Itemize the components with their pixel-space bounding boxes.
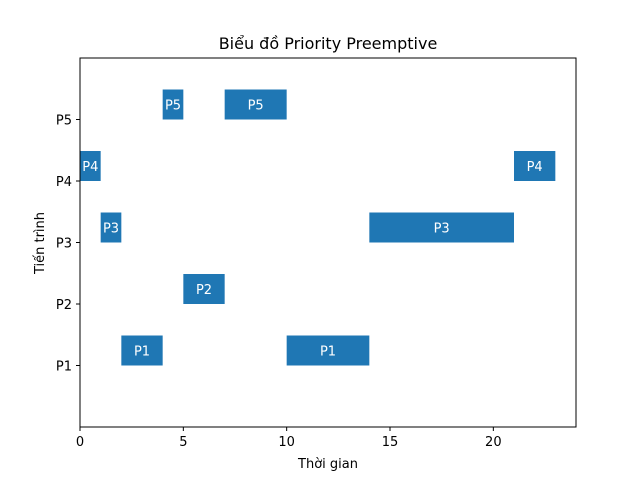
bar-label-p5-7: P5 xyxy=(165,99,181,114)
y-tick-label: P4 xyxy=(56,175,72,190)
gantt-bar-p1-1 xyxy=(286,335,370,366)
gantt-bar-p1-0 xyxy=(121,335,163,366)
y-tick-label: P5 xyxy=(56,114,72,129)
x-ticks: 0 5 10 15 20 xyxy=(76,427,502,450)
gantt-bar-p4-5 xyxy=(80,151,101,181)
bar-label-p3-4: P3 xyxy=(434,222,450,237)
x-tick-label: 5 xyxy=(179,435,187,450)
gantt-bar-p3-3 xyxy=(100,212,122,243)
x-tick-label: 20 xyxy=(485,435,502,450)
bar-label-p5-8: P5 xyxy=(248,99,264,114)
y-tick-label: P1 xyxy=(56,360,72,375)
bar-label-p1-1: P1 xyxy=(320,345,336,360)
bar-label-p4-6: P4 xyxy=(527,160,543,175)
x-axis-label: Thời gian xyxy=(297,457,358,472)
gantt-bar-p3-4 xyxy=(369,212,514,243)
gantt-bar-p2-2 xyxy=(183,274,225,304)
bar-label-p2-2: P2 xyxy=(196,283,212,298)
bars-layer: P1 P1 P2 P3 P3 P4 P4 P5 P5 xyxy=(80,89,556,366)
bar-label-p3-3: P3 xyxy=(103,222,119,237)
chart-title: Biểu đồ Priority Preemptive xyxy=(219,34,438,53)
gantt-bar-p5-7 xyxy=(162,89,184,120)
gantt-bar-p5-8 xyxy=(224,89,287,120)
y-tick-label: P3 xyxy=(56,237,72,252)
x-tick-label: 0 xyxy=(76,435,84,450)
y-tick-label: P2 xyxy=(56,298,72,313)
y-ticks: P1 P2 P3 P4 P5 xyxy=(56,114,80,375)
plot-frame xyxy=(79,57,577,428)
x-tick-label: 15 xyxy=(382,435,399,450)
y-axis-label: Tiến trình xyxy=(33,212,48,275)
bar-label-p4-5: P4 xyxy=(82,160,98,175)
gantt-bar-p4-6 xyxy=(514,151,556,181)
bar-label-p1-0: P1 xyxy=(134,345,150,360)
x-tick-label: 10 xyxy=(278,435,295,450)
